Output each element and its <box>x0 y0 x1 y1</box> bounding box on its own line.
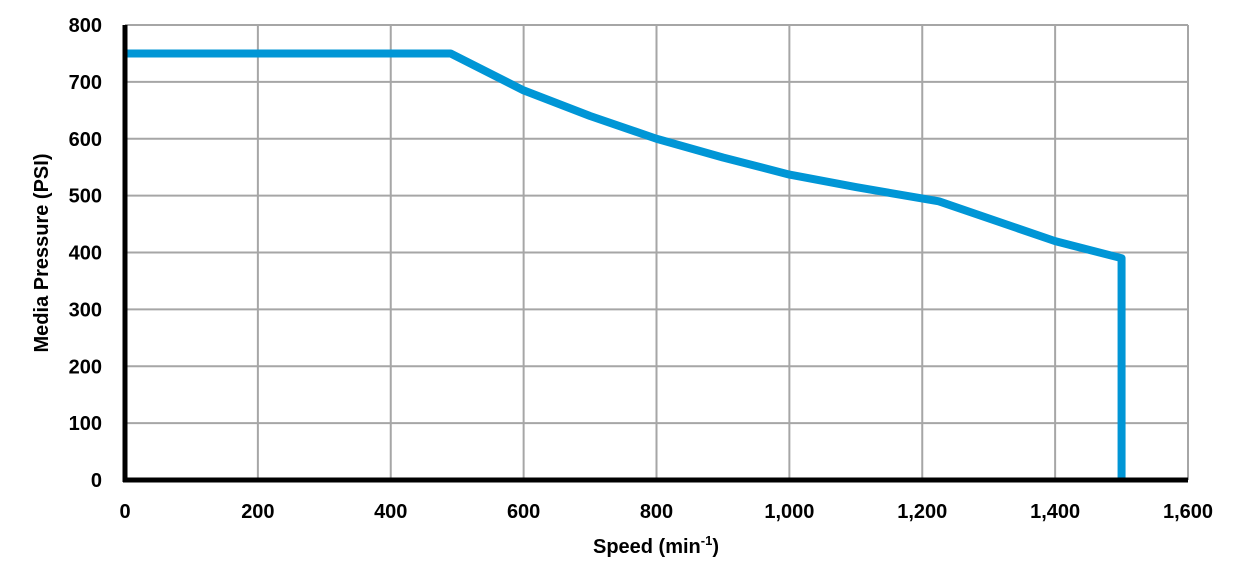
x-tick-label: 200 <box>241 501 274 523</box>
x-axis-label: Speed (min-1) <box>593 533 719 558</box>
y-tick-label: 0 <box>91 470 102 492</box>
y-axis-ticks: 0 100 200 300 400 500 600 700 800 <box>69 15 102 492</box>
y-tick-label: 800 <box>69 15 102 37</box>
x-tick-label: 1,600 <box>1163 501 1213 523</box>
x-axis-label-main: Speed (min <box>593 536 701 558</box>
x-tick-label: 1,400 <box>1030 501 1080 523</box>
x-tick-label: 1,000 <box>764 501 814 523</box>
x-tick-label: 800 <box>640 501 673 523</box>
y-tick-label: 100 <box>69 413 102 435</box>
y-tick-label: 500 <box>69 186 102 208</box>
x-tick-label: 600 <box>507 501 540 523</box>
x-axis-label-end: ) <box>712 536 719 558</box>
pressure-curve <box>125 49 1126 480</box>
x-tick-label: 400 <box>374 501 407 523</box>
gridlines <box>125 24 1189 480</box>
y-tick-label: 600 <box>69 129 102 151</box>
x-tick-label: 0 <box>119 501 130 523</box>
y-axis-label: Media Pressure (PSI) <box>31 154 53 353</box>
y-tick-label: 300 <box>69 299 102 321</box>
x-axis-label-superscript: -1 <box>701 533 713 548</box>
x-axis-ticks: 0 200 400 600 800 1,000 1,200 1,400 1,600 <box>119 501 1213 523</box>
x-tick-label: 1,200 <box>897 501 947 523</box>
y-tick-label: 400 <box>69 243 102 265</box>
y-tick-label: 200 <box>69 356 102 378</box>
y-tick-label: 700 <box>69 72 102 94</box>
